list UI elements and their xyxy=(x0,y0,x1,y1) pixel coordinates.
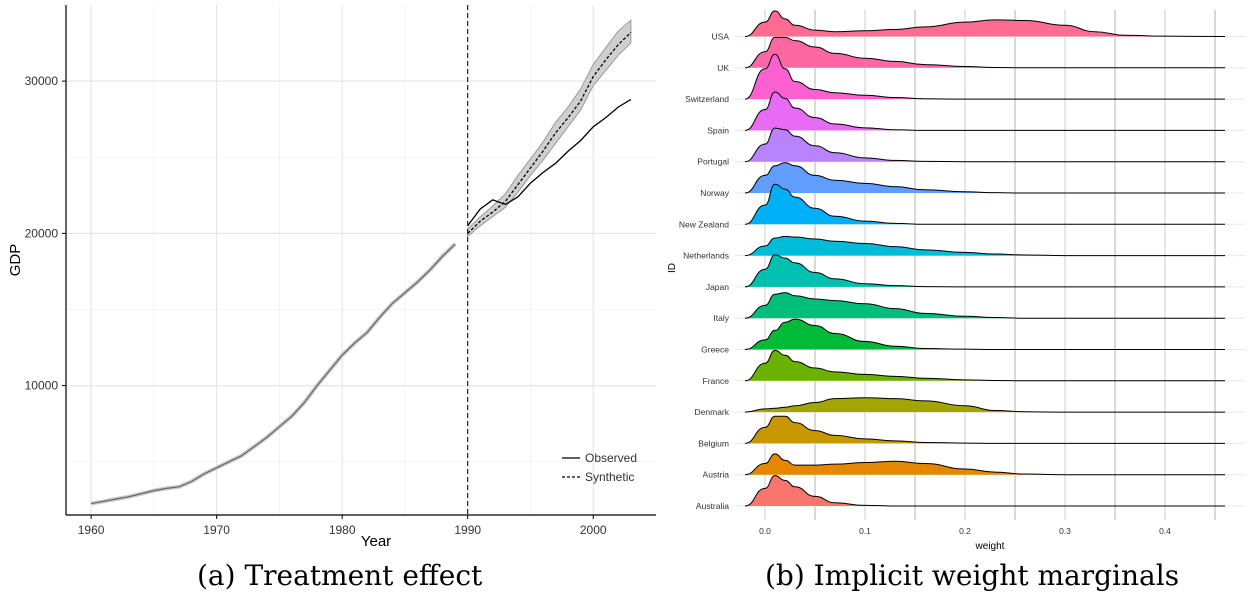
y-tick-label: Australia xyxy=(696,501,729,511)
y-tick-label: Austria xyxy=(703,470,730,480)
density-area-belgium xyxy=(745,416,1225,444)
y-tick-label: 20000 xyxy=(25,226,59,240)
y-tick-label: Japan xyxy=(706,282,729,292)
y-tick-label: New Zealand xyxy=(679,219,729,229)
density-outline-japan xyxy=(744,254,1225,288)
x-tick-label: 1980 xyxy=(329,523,356,537)
density-outline-uk xyxy=(744,36,1225,69)
density-area-netherlands xyxy=(745,236,1225,256)
x-tick-label: 1960 xyxy=(78,523,105,537)
panel-b-weight-marginals: USA UK Switzerland Spain Portugal Norway New Z… xyxy=(667,10,1245,552)
density-area-uk xyxy=(745,37,1225,68)
observed-line xyxy=(467,98,632,227)
density-outline-australia xyxy=(744,475,1225,507)
density-outline-austria xyxy=(744,453,1225,476)
x-tick-label: 0.0 xyxy=(759,526,771,536)
density-area-norway xyxy=(745,162,1225,193)
synthetic-line xyxy=(467,31,632,234)
y-tick-label: Norway xyxy=(700,188,730,198)
x-axis-title: Year xyxy=(361,533,391,550)
density-area-portugal xyxy=(745,128,1225,162)
density-outline-belgium xyxy=(744,415,1225,444)
y-tick-label: Belgium xyxy=(698,438,729,448)
density-area-austria xyxy=(745,453,1225,475)
y-axis-title: ID xyxy=(667,263,678,273)
density-outline-norway xyxy=(744,162,1225,194)
y-tick-label: 10000 xyxy=(25,379,59,393)
density-outline-italy xyxy=(744,292,1225,319)
panel-a-treatment-effect: 1960 1970 1980 1990 2000 10000 20000 30000 Year G… xyxy=(7,5,656,550)
caption-b: (b) Implicit weight marginals xyxy=(765,559,1179,592)
y-tick-label: Denmark xyxy=(695,407,730,417)
x-tick-label: 0.4 xyxy=(1159,526,1171,536)
density-area-denmark xyxy=(745,397,1225,413)
x-tick-label: 0.3 xyxy=(1059,526,1071,536)
density-area-greece xyxy=(745,319,1225,350)
density-area-spain xyxy=(745,92,1225,131)
y-tick-label: Switzerland xyxy=(685,94,729,104)
synthetic-confidence-band xyxy=(467,19,632,238)
y-tick-label: 30000 xyxy=(25,74,59,88)
density-outline-greece xyxy=(744,318,1225,350)
caption-a: (a) Treatment effect xyxy=(197,559,483,592)
density-outline-usa xyxy=(744,10,1226,37)
pre-period-line xyxy=(90,243,456,505)
y-tick-label: Netherlands xyxy=(683,251,729,261)
x-tick-label: 2000 xyxy=(580,523,607,537)
x-tick-label: 0.2 xyxy=(959,526,971,536)
density-outline-switzerland xyxy=(744,53,1225,100)
y-tick-label: USA xyxy=(712,32,730,42)
density-outline-spain xyxy=(744,91,1225,131)
density-outline-netherlands xyxy=(744,235,1225,257)
x-axis-title: weight xyxy=(975,541,1005,552)
density-area-france xyxy=(745,350,1225,381)
y-tick-label: Portugal xyxy=(697,157,729,167)
density-outline-france xyxy=(744,349,1225,382)
density-outline-denmark xyxy=(744,397,1225,413)
y-tick-label: Greece xyxy=(701,345,729,355)
density-area-australia xyxy=(745,475,1225,506)
x-tick-label: 1990 xyxy=(454,523,481,537)
x-tick-label: 0.1 xyxy=(859,526,871,536)
y-tick-label: Spain xyxy=(707,125,729,135)
y-axis-title: GDP xyxy=(7,244,24,277)
density-area-japan xyxy=(745,254,1225,287)
y-tick-label: France xyxy=(703,376,730,386)
legend-label-synthetic: Synthetic xyxy=(585,470,634,484)
legend-label-observed: Observed xyxy=(585,451,637,465)
pre-period-band xyxy=(90,242,457,506)
density-area-switzerland xyxy=(745,54,1225,100)
density-area-italy xyxy=(745,292,1225,319)
density-outline-portugal xyxy=(744,127,1225,163)
density-area-usa xyxy=(745,10,1225,37)
density-area-new-zealand xyxy=(745,184,1225,225)
y-tick-label: Italy xyxy=(713,313,729,323)
x-tick-label: 1970 xyxy=(203,523,230,537)
y-tick-label: UK xyxy=(717,63,729,73)
density-outline-new-zealand xyxy=(744,183,1225,225)
